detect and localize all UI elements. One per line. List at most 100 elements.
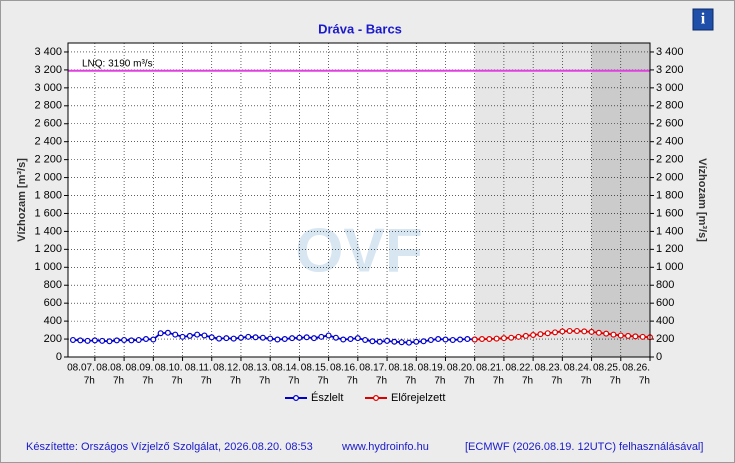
x-tick-label: 08.24. <box>564 363 592 374</box>
data-point <box>610 331 617 338</box>
x-tick-sublabel: 7h <box>464 376 475 387</box>
data-point <box>113 337 120 344</box>
info-icon[interactable]: i <box>701 11 706 28</box>
data-point <box>332 334 339 341</box>
y2-tick-label: 600 <box>656 297 674 309</box>
y-tick-label: 2 600 <box>34 118 62 130</box>
y2-tick-label: 400 <box>656 315 674 327</box>
x-tick-sublabel: 7h <box>113 376 124 387</box>
data-point <box>201 332 208 339</box>
y2-tick-label: 3 200 <box>656 64 684 76</box>
data-point <box>530 332 537 339</box>
y-tick-label: 600 <box>44 297 62 309</box>
data-point <box>639 333 646 340</box>
y-tick-label: 2 800 <box>34 100 62 112</box>
data-point <box>457 336 464 343</box>
data-point <box>150 336 157 343</box>
data-point <box>493 335 500 342</box>
y-tick-label: 200 <box>44 333 62 345</box>
x-tick-sublabel: 7h <box>434 376 445 387</box>
data-point <box>245 333 252 340</box>
y2-axis-label: Vízhozam [m³/s] <box>696 158 708 242</box>
x-tick-label: 08.09. <box>126 363 154 374</box>
data-point <box>617 332 624 339</box>
data-point <box>559 328 566 335</box>
x-tick-sublabel: 7h <box>493 376 504 387</box>
x-tick-label: 08.25. <box>593 363 621 374</box>
data-point <box>544 330 551 337</box>
y2-tick-label: 1 200 <box>656 243 684 255</box>
footer-right: [ECMWF (2026.08.19. 12UTC) felhasználásá… <box>465 441 703 453</box>
data-point <box>194 331 201 338</box>
data-point <box>289 335 296 342</box>
data-point <box>588 328 595 335</box>
data-point <box>274 336 281 343</box>
x-tick-sublabel: 7h <box>376 376 387 387</box>
x-tick-sublabel: 7h <box>347 376 358 387</box>
info-button[interactable] <box>692 8 714 31</box>
data-point <box>223 335 230 342</box>
x-tick-label: 08.11. <box>185 363 212 374</box>
data-point <box>91 337 98 344</box>
data-point <box>311 335 318 342</box>
x-tick-label: 08.20. <box>447 363 475 374</box>
data-point <box>632 333 639 340</box>
data-point <box>143 336 150 343</box>
x-tick-label: 08.15. <box>301 363 329 374</box>
data-point <box>99 337 106 344</box>
x-tick-label: 08.14. <box>272 363 300 374</box>
y2-tick-label: 800 <box>656 279 674 291</box>
y-tick-label: 400 <box>44 315 62 327</box>
data-point <box>552 329 559 336</box>
data-point <box>500 335 507 342</box>
footer-center[interactable]: www.hydroinfo.hu <box>341 441 429 453</box>
y-tick-label: 1 000 <box>34 261 62 273</box>
x-tick-label: 08.26. <box>622 363 650 374</box>
data-point <box>179 333 186 340</box>
y2-tick-label: 3 000 <box>656 82 684 94</box>
x-tick-sublabel: 7h <box>230 376 241 387</box>
y-tick-label: 1 200 <box>34 243 62 255</box>
x-tick-label: 08.12. <box>213 363 241 374</box>
y-tick-label: 3 400 <box>34 46 62 58</box>
data-point <box>537 331 544 338</box>
data-point <box>69 336 76 343</box>
y-tick-label: 1 600 <box>34 207 62 219</box>
x-tick-sublabel: 7h <box>639 376 650 387</box>
data-point <box>172 331 179 338</box>
x-tick-sublabel: 7h <box>201 376 212 387</box>
y-tick-label: 3 000 <box>34 82 62 94</box>
data-point <box>325 332 332 339</box>
data-point <box>186 332 193 339</box>
x-tick-label: 08.10. <box>155 363 183 374</box>
data-point <box>303 334 310 341</box>
y2-tick-label: 1 000 <box>656 261 684 273</box>
y-tick-label: 1 400 <box>34 225 62 237</box>
y2-tick-label: 2 400 <box>656 136 684 148</box>
data-point <box>508 334 515 341</box>
chart-title: Dráva - Barcs <box>318 21 402 36</box>
y-tick-label: 2 400 <box>34 136 62 148</box>
data-point <box>296 334 303 341</box>
data-point <box>384 337 391 344</box>
data-point <box>420 338 427 345</box>
x-tick-label: 08.07. <box>67 363 95 374</box>
x-tick-sublabel: 7h <box>551 376 562 387</box>
y-tick-label: 1 800 <box>34 189 62 201</box>
y-tick-label: 0 <box>56 351 62 363</box>
y2-tick-label: 0 <box>656 351 662 363</box>
data-point <box>603 330 610 337</box>
data-point <box>369 338 376 345</box>
data-point <box>157 330 164 337</box>
legend-label: Előrejelzett <box>391 392 445 404</box>
x-tick-sublabel: 7h <box>171 376 182 387</box>
data-point <box>581 328 588 335</box>
data-point <box>267 335 274 342</box>
data-point <box>128 337 135 344</box>
y2-tick-label: 1 400 <box>656 225 684 237</box>
data-point <box>230 335 237 342</box>
x-tick-label: 08.08. <box>96 363 124 374</box>
x-tick-label: 08.21. <box>476 363 504 374</box>
data-point <box>435 336 442 343</box>
data-point <box>398 339 405 346</box>
